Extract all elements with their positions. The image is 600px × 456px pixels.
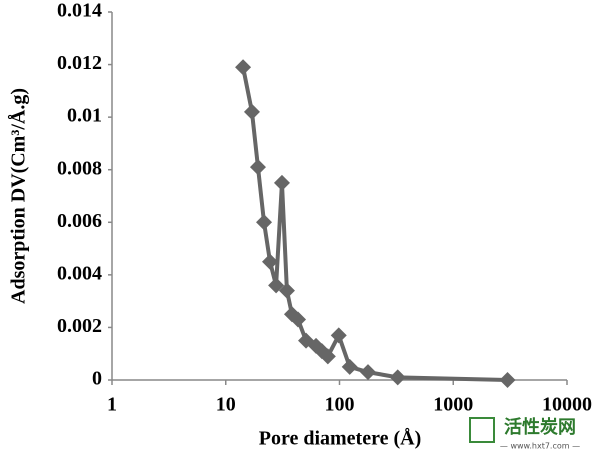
marker <box>249 159 266 176</box>
y-tick-label: 0.01 <box>67 105 102 127</box>
marker <box>290 311 307 328</box>
x-tick-label: 100 <box>325 394 355 416</box>
marker <box>359 364 376 381</box>
x-tick-label: 1 <box>107 394 117 416</box>
watermark-title: 活性炭网 <box>504 416 576 438</box>
x-axis-label: Pore diametere (Å) <box>259 427 422 450</box>
x-tick-label: 10000 <box>542 394 592 416</box>
x-tick-label: 10 <box>216 394 236 416</box>
y-tick-label: 0.008 <box>57 157 102 179</box>
marker <box>256 214 273 231</box>
marker <box>330 327 347 344</box>
logo-icon <box>469 417 495 443</box>
series-line <box>241 66 508 382</box>
y-tick-label: 0 <box>92 368 102 390</box>
marker <box>273 174 290 191</box>
marker <box>278 282 295 299</box>
watermark: 活性炭网 — www.hxt7.com — <box>469 416 580 451</box>
marker <box>319 348 336 365</box>
marker <box>235 59 252 76</box>
marker <box>243 103 260 120</box>
marker <box>499 372 516 388</box>
y-tick-label: 0.002 <box>57 315 102 337</box>
marker <box>262 253 279 270</box>
marker <box>389 369 406 386</box>
marker <box>268 277 285 294</box>
y-tick-label: 0.012 <box>57 52 102 74</box>
y-tick-label: 0.014 <box>57 0 102 22</box>
y-axis-label: Adsorption DV(Cm³/Å.g) <box>7 88 30 304</box>
watermark-url: — www.hxt7.com — <box>500 442 580 451</box>
marker <box>341 358 358 375</box>
y-tick-label: 0.006 <box>57 210 102 232</box>
x-tick-label: 1000 <box>433 394 473 416</box>
y-tick-label: 0.004 <box>57 262 102 284</box>
